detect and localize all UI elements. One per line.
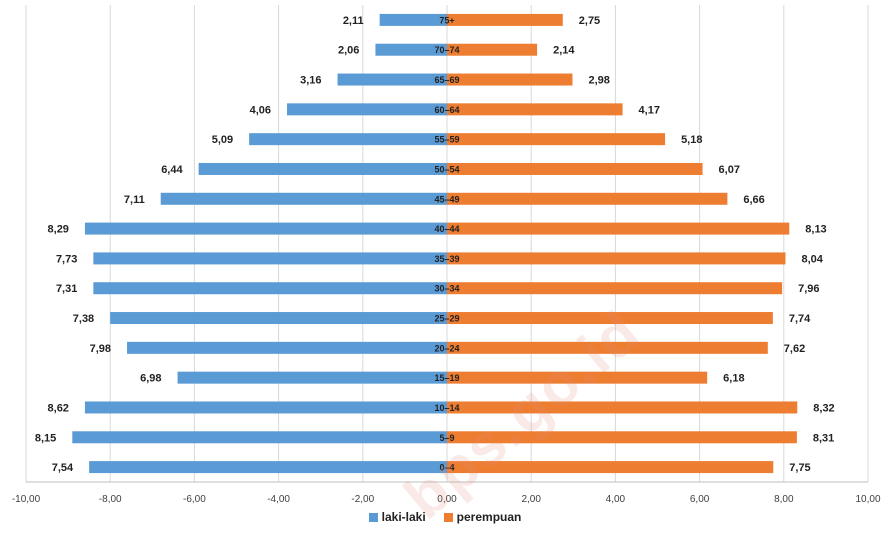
legend-label-perempuan: perempuan xyxy=(456,510,522,524)
legend: laki-laki perempuan xyxy=(0,510,890,524)
data-label-laki-laki: 7,11 xyxy=(124,194,145,206)
category-label: 55–59 xyxy=(434,135,459,145)
data-label-laki-laki: 2,06 xyxy=(338,45,359,57)
category-label: 45–49 xyxy=(434,194,459,204)
data-label-laki-laki: 6,98 xyxy=(140,373,161,385)
x-tick-label: 2,00 xyxy=(521,494,541,505)
bar-perempuan xyxy=(447,73,573,86)
data-label-perempuan: 8,31 xyxy=(813,432,834,444)
x-tick-label: 0,00 xyxy=(437,494,457,505)
bar-perempuan xyxy=(447,461,774,474)
population-pyramid-chart: -10,00 -8,00 -6,00 -4,00 -2,00 0,00 2,00 4,00 6,… xyxy=(12,5,881,505)
x-tick-label: -4,00 xyxy=(267,494,290,505)
category-label: 70–74 xyxy=(434,45,459,55)
data-label-perempuan: 8,04 xyxy=(801,253,823,265)
data-label-perempuan: 7,62 xyxy=(784,343,805,355)
x-tick-label: -8,00 xyxy=(99,494,122,505)
data-label-laki-laki: 5,09 xyxy=(212,134,233,146)
data-label-laki-laki: 7,98 xyxy=(90,343,111,355)
data-label-laki-laki: 6,44 xyxy=(161,164,183,176)
bar-perempuan xyxy=(447,192,728,205)
bar-laki-laki xyxy=(89,461,448,474)
data-label-perempuan: 2,98 xyxy=(588,75,609,87)
x-tick-label: -10,00 xyxy=(12,494,41,505)
bar-laki-laki xyxy=(249,133,447,146)
bar-perempuan xyxy=(447,133,666,146)
legend-item-perempuan[interactable]: perempuan xyxy=(443,510,522,524)
category-label: 50–54 xyxy=(434,164,459,174)
data-label-laki-laki: 2,11 xyxy=(343,15,364,27)
category-label: 10–14 xyxy=(434,403,459,413)
x-tick-label: -2,00 xyxy=(351,494,374,505)
x-tick-label: -6,00 xyxy=(183,494,206,505)
data-label-perempuan: 6,18 xyxy=(723,373,744,385)
data-label-perempuan: 7,96 xyxy=(798,283,819,295)
bar-perempuan xyxy=(447,13,563,26)
legend-label-laki: laki-laki xyxy=(381,510,426,524)
bar-laki-laki xyxy=(287,103,447,116)
bar-laki-laki xyxy=(177,371,447,384)
category-label: 30–34 xyxy=(434,284,459,294)
bar-laki-laki xyxy=(93,252,448,265)
category-label: 0–4 xyxy=(439,463,454,473)
data-label-perempuan: 7,75 xyxy=(789,462,810,474)
bar-perempuan xyxy=(447,341,768,354)
bar-perempuan xyxy=(447,312,773,325)
x-tick-label: 6,00 xyxy=(690,494,710,505)
category-label: 20–24 xyxy=(434,343,459,353)
data-label-perempuan: 6,07 xyxy=(719,164,740,176)
data-label-laki-laki: 7,31 xyxy=(56,283,77,295)
bar-laki-laki xyxy=(84,222,447,235)
bar-laki-laki xyxy=(127,341,447,354)
data-label-laki-laki: 7,54 xyxy=(52,462,74,474)
bar-laki-laki xyxy=(72,431,447,444)
legend-swatch-perempuan xyxy=(443,512,453,522)
category-label: 35–39 xyxy=(434,254,459,264)
bar-perempuan xyxy=(447,43,538,56)
bar-perempuan xyxy=(447,103,623,116)
data-label-laki-laki: 8,29 xyxy=(48,224,69,236)
x-tick-label: 4,00 xyxy=(606,494,626,505)
legend-item-laki[interactable]: laki-laki xyxy=(368,510,426,524)
data-label-perempuan: 7,74 xyxy=(789,313,811,325)
bar-perempuan xyxy=(447,401,798,414)
bar-laki-laki xyxy=(337,73,447,86)
bar-perempuan xyxy=(447,162,703,175)
bar-perempuan xyxy=(447,222,790,235)
bar-perempuan xyxy=(447,431,797,444)
category-label: 40–44 xyxy=(434,224,459,234)
data-label-perempuan: 2,75 xyxy=(579,15,600,27)
data-label-perempuan: 5,18 xyxy=(681,134,702,146)
data-label-perempuan: 6,66 xyxy=(743,194,764,206)
category-label: 75+ xyxy=(439,15,454,25)
bar-laki-laki xyxy=(84,401,447,414)
data-label-laki-laki: 8,62 xyxy=(48,402,69,414)
bar-laki-laki xyxy=(379,13,447,26)
bar-laki-laki xyxy=(160,192,447,205)
data-label-laki-laki: 7,38 xyxy=(73,313,94,325)
category-label: 65–69 xyxy=(434,75,459,85)
bar-perempuan xyxy=(447,252,786,265)
legend-swatch-laki xyxy=(368,512,378,522)
data-label-laki-laki: 3,16 xyxy=(300,75,321,87)
data-label-laki-laki: 7,73 xyxy=(56,253,77,265)
x-tick-label: 8,00 xyxy=(774,494,794,505)
category-label: 60–64 xyxy=(434,105,459,115)
bar-perempuan xyxy=(447,371,708,384)
x-tick-label: 10,00 xyxy=(855,494,880,505)
data-label-laki-laki: 4,06 xyxy=(250,104,271,116)
data-label-perempuan: 4,17 xyxy=(639,104,660,116)
data-label-perempuan: 2,14 xyxy=(553,45,575,57)
data-label-perempuan: 8,32 xyxy=(813,402,834,414)
bar-laki-laki xyxy=(110,312,447,325)
bar-laki-laki xyxy=(93,282,448,295)
bar-perempuan xyxy=(447,282,783,295)
data-label-perempuan: 8,13 xyxy=(805,224,826,236)
category-label: 5–9 xyxy=(439,433,454,443)
category-label: 25–29 xyxy=(434,314,459,324)
category-label: 15–19 xyxy=(434,373,459,383)
bar-laki-laki xyxy=(198,162,447,175)
bar-laki-laki xyxy=(375,43,447,56)
data-label-laki-laki: 8,15 xyxy=(35,432,56,444)
